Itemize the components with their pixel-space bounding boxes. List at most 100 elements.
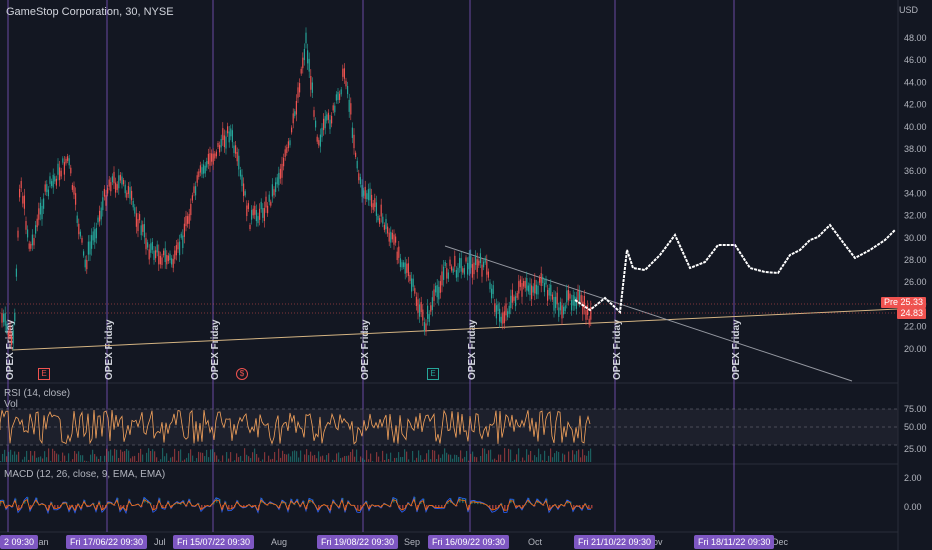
candle-body <box>108 179 110 187</box>
candle-body <box>105 195 107 206</box>
candle-body <box>73 185 75 195</box>
candle-body <box>67 156 69 161</box>
candle-body <box>523 280 525 287</box>
candle-body <box>478 260 480 266</box>
vol-label[interactable]: Vol <box>4 399 18 410</box>
volume-bar <box>256 453 258 462</box>
candle-body <box>60 170 62 177</box>
volume-bar <box>378 456 380 462</box>
candle-body <box>215 151 217 157</box>
candle-body <box>403 262 405 267</box>
volume-bar <box>532 460 534 462</box>
volume-bar <box>426 453 428 462</box>
candle-body <box>393 234 395 245</box>
candle-body <box>521 283 523 297</box>
rsi-label[interactable]: RSI (14, close) <box>4 388 71 399</box>
time-axis-month: Jul <box>154 537 166 547</box>
volume-bar <box>128 450 130 462</box>
earnings-icon[interactable]: E <box>38 368 50 380</box>
candle-body <box>54 176 56 182</box>
volume-bar <box>22 459 24 462</box>
candle-body <box>366 193 368 200</box>
volume-bar <box>108 451 110 462</box>
volume-bar <box>390 452 392 462</box>
volume-bar <box>366 450 368 462</box>
candle-body <box>459 257 461 268</box>
macd-histogram-bar <box>441 505 443 508</box>
volume-bar <box>280 457 282 462</box>
volume-bar <box>246 454 248 462</box>
macd-histogram-bar <box>360 505 362 511</box>
volume-bar <box>32 455 34 462</box>
candle-body <box>268 194 270 202</box>
candle-body <box>281 163 283 178</box>
volume-bar <box>178 451 180 462</box>
candle-body <box>364 186 366 199</box>
candle-body <box>323 118 325 131</box>
volume-bar <box>274 452 276 462</box>
candle-body <box>455 270 457 278</box>
earnings-icon[interactable]: E <box>427 368 439 380</box>
candle-body <box>371 194 373 208</box>
candle-body <box>582 301 584 315</box>
macd-label[interactable]: MACD (12, 26, close, 9, EMA, EMA) <box>4 469 166 480</box>
candle-body <box>454 255 456 267</box>
candle-body <box>22 196 24 204</box>
volume-bar <box>558 451 560 462</box>
volume-bar <box>534 455 536 462</box>
candle-body <box>399 258 401 268</box>
macd-histogram-bar <box>18 505 20 511</box>
price-axis-label: 46.00 <box>904 55 927 65</box>
candle-body <box>100 207 102 220</box>
candle-body <box>91 235 93 249</box>
candle-body <box>158 251 160 265</box>
price-axis-label: 40.00 <box>904 122 927 132</box>
volume-bar <box>258 457 260 462</box>
candle-body <box>484 257 486 263</box>
volume-bar <box>584 455 586 462</box>
candle-body <box>535 284 537 295</box>
candle-body <box>563 306 565 315</box>
candle-body <box>19 188 21 198</box>
candle-body <box>134 207 136 214</box>
macd-histogram-bar <box>120 505 122 510</box>
price-axis-label: 20.00 <box>904 344 927 354</box>
candle-body <box>212 153 214 165</box>
volume-bar <box>86 460 88 462</box>
dividend-icon[interactable]: $ <box>236 368 248 380</box>
candle-body <box>39 202 41 215</box>
candle-body <box>375 202 377 216</box>
volume-bar <box>480 455 482 462</box>
candle-body <box>38 208 40 220</box>
macd-histogram-bar <box>504 505 506 511</box>
candle-body <box>17 230 19 238</box>
volume-bar <box>464 456 466 462</box>
volume-bar <box>142 454 144 462</box>
candle-body <box>140 225 142 236</box>
candle-body <box>430 305 432 312</box>
candle-body <box>164 248 166 263</box>
volume-bar <box>450 454 452 462</box>
volume-bar <box>152 449 154 462</box>
candle-body <box>559 301 561 311</box>
candle-body <box>198 171 200 177</box>
volume-bar <box>520 461 522 462</box>
opex-label: OPEX Friday <box>360 319 371 380</box>
volume-bar <box>24 456 26 462</box>
macd-histogram-bar <box>420 501 422 505</box>
candle-body <box>292 113 294 124</box>
volume-bar <box>524 460 526 462</box>
candle-body <box>463 268 465 275</box>
volume-bar <box>268 455 270 462</box>
candle-body <box>388 232 390 242</box>
candle-body <box>439 281 441 293</box>
candle-body <box>195 186 197 196</box>
candle-body <box>68 158 70 166</box>
candle-body <box>289 140 291 146</box>
candle-body <box>219 145 221 153</box>
volume-bar <box>440 457 442 462</box>
candle-body <box>239 170 241 177</box>
candle-body <box>159 255 161 265</box>
